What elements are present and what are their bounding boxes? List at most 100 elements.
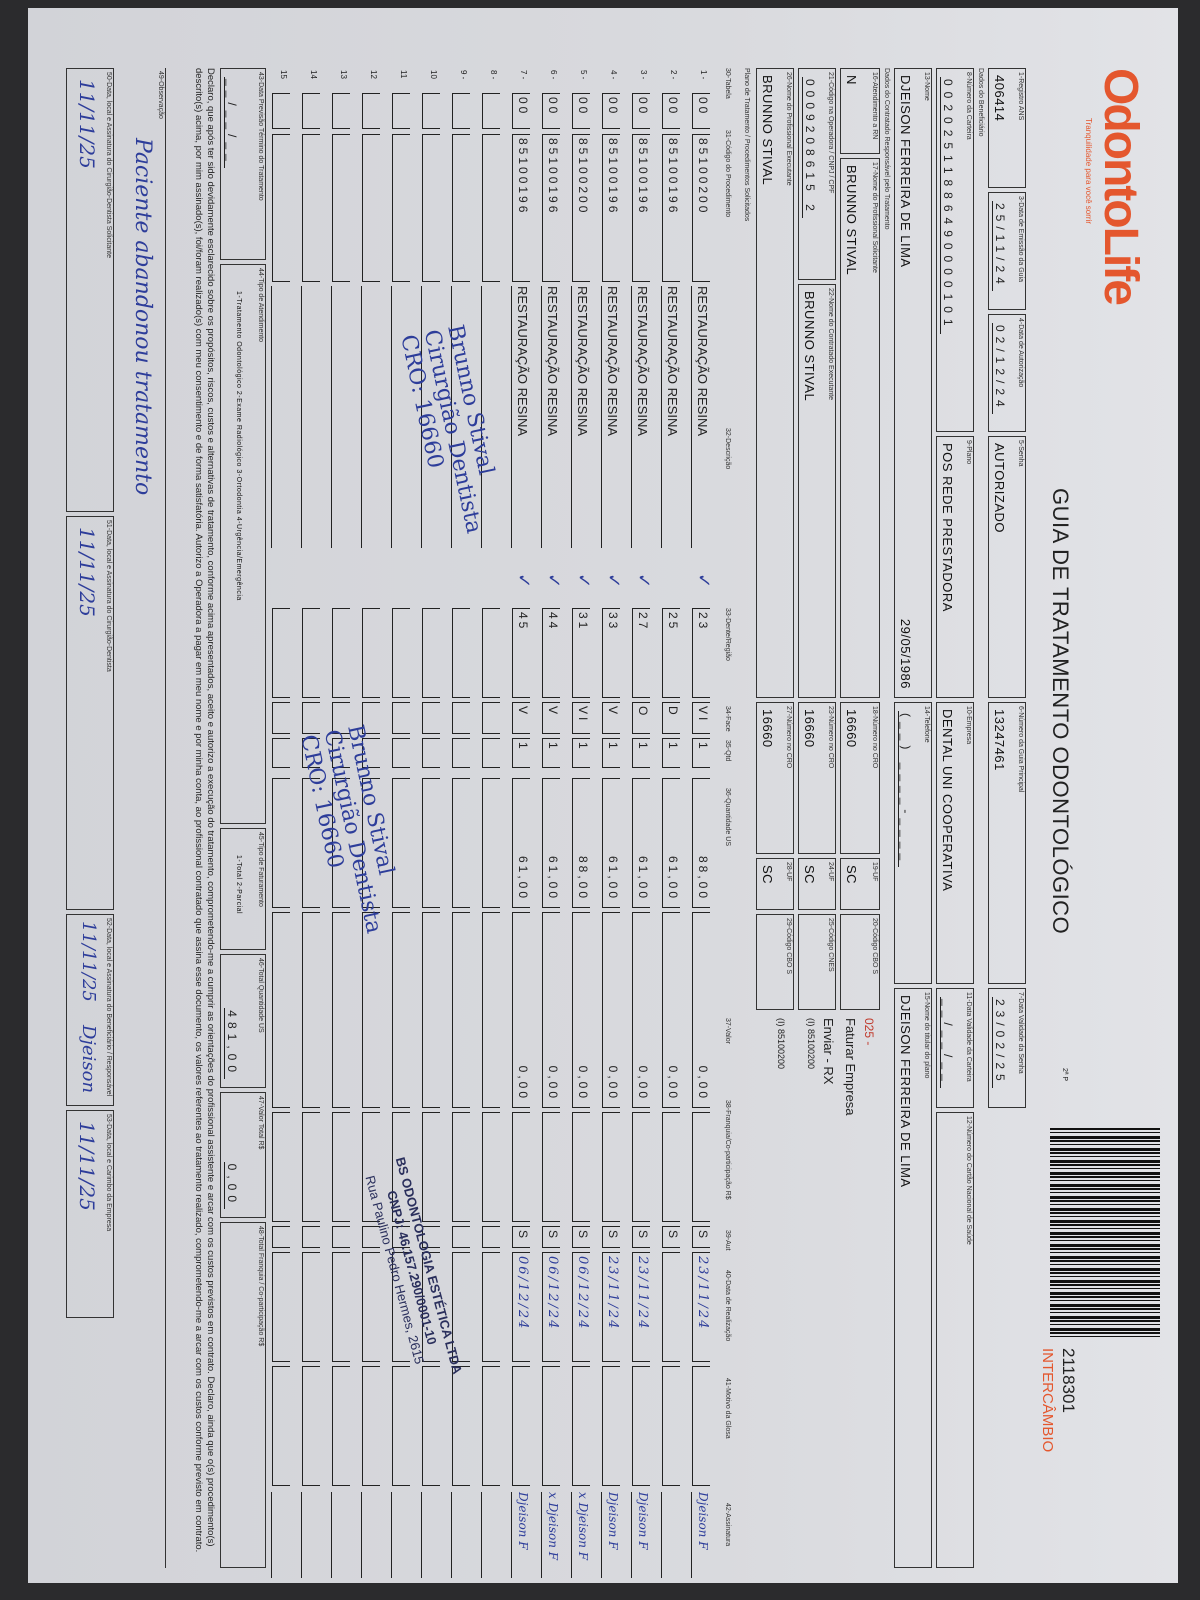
- column-header: 35-Qtd: [724, 740, 731, 762]
- field-total-franquia: 48-Total Franquia / Co-participação R$: [220, 1222, 266, 1568]
- cell-tooth: [422, 608, 440, 698]
- dental-treatment-guide-form: OdontoLife Tranquilidade para você sorri…: [28, 8, 1178, 1583]
- cell-us: 61,00: [542, 778, 560, 908]
- cell-date: [482, 1252, 500, 1362]
- cell-tabela: [272, 93, 290, 129]
- cell-face: V: [542, 702, 560, 734]
- cell-date: [332, 1252, 350, 1362]
- cell-franquia: [302, 1112, 320, 1222]
- row-number: 14: [309, 70, 318, 79]
- cell-qty: 1: [512, 738, 530, 768]
- cell-tabela: [362, 93, 380, 129]
- field-cro-solicitante: 18-Número no CRO 16660: [840, 702, 880, 854]
- cell-us: [272, 778, 290, 908]
- cell-tabela: 00: [662, 93, 680, 129]
- cell-date: [302, 1252, 320, 1362]
- cell-tabela: 00: [692, 93, 710, 129]
- column-header: 31-Código do Procedimento: [724, 130, 731, 218]
- cell-tooth: 25: [662, 608, 680, 698]
- field-senha: 5-Senha AUTORIZADO: [988, 436, 1026, 698]
- column-header: 30-Tabela: [724, 68, 731, 99]
- field-cbo-solicitante: 20-Código CBO S: [840, 914, 880, 1010]
- cell-descricao: RESTAURAÇÃO RESINA: [631, 286, 650, 548]
- row-number: 4 -: [609, 70, 618, 80]
- cell-code: 85100196: [512, 134, 530, 282]
- cell-descricao: RESTAURAÇÃO RESINA: [661, 286, 680, 548]
- field-empresa: 10-Empresa DENTAL UNI COOPERATIVA: [936, 702, 974, 984]
- cell-descricao: RESTAURAÇÃO RESINA: [511, 286, 530, 548]
- cell-descricao: [301, 286, 320, 548]
- field-codigo-operadora: 21-Código na Operadora / CNPJ / CPF 00092…: [798, 68, 836, 280]
- cell-valor: [452, 912, 470, 1108]
- cell-qty: 1: [602, 738, 620, 768]
- cell-assinatura: [391, 1492, 410, 1578]
- section-contratado: Dados do Contratado Responsável pelo Tra…: [883, 68, 890, 230]
- field-total-us: 46-Total Quantidade US 481,00: [220, 954, 266, 1088]
- cell-tooth: [332, 608, 350, 698]
- field-tipo-faturamento: 45-Tipo de Faturamento 1-Total 2-Parcial: [220, 828, 266, 950]
- cell-assinatura: Djeison F: [601, 1492, 620, 1578]
- cell-tabela: [302, 93, 320, 129]
- cell-assinatura: Djeison F: [691, 1492, 710, 1578]
- cell-face: [392, 702, 410, 734]
- column-header: 38-Franquia/Co-participação R$: [724, 1100, 731, 1200]
- cell-face: VI: [692, 702, 710, 734]
- table-row: 6 - 00 85100196 44 V 1 61,00 0,00 S 06/12/24 RESTA…: [536, 8, 566, 1583]
- row-number: 12: [369, 70, 378, 79]
- cell-tooth: [272, 608, 290, 698]
- cell-us: 88,00: [692, 778, 710, 908]
- column-header: 33-Dente/Região: [724, 608, 731, 661]
- cell-valor: 0,00: [542, 912, 560, 1108]
- cell-aut: [482, 1226, 500, 1248]
- row-number: 13: [339, 70, 348, 79]
- cell-valor: [302, 912, 320, 1108]
- cell-motivo: [692, 1366, 710, 1486]
- column-header: 36-Quantidade US: [724, 788, 731, 846]
- row-number: 9 -: [459, 70, 468, 80]
- cell-motivo: [302, 1366, 320, 1486]
- odontolife-logo: OdontoLife Tranquilidade para você sorri…: [1084, 68, 1147, 304]
- cell-descricao: [271, 286, 290, 548]
- cell-assinatura: [421, 1492, 440, 1578]
- field-cro-contratado: 23-Número no CRO 16660: [798, 702, 836, 854]
- cell-aut: [302, 1226, 320, 1248]
- cell-descricao: [361, 286, 380, 548]
- field-previsao-termino: 43-Data Previsão Término do Tratamento __…: [220, 68, 266, 260]
- table-row: 3 - 00 85100196 27 O 1 61,00 0,00 S 23/11/24 RESTA…: [626, 8, 656, 1583]
- signature-empresa: 53-Data, local e Carimbo da Empresa 11/11…: [66, 1110, 114, 1318]
- cell-tabela: [452, 93, 470, 129]
- cell-descricao: RESTAURAÇÃO RESINA: [541, 286, 560, 548]
- cell-face: D: [662, 702, 680, 734]
- cell-valor: 0,00: [662, 912, 680, 1108]
- cell-valor: 0,00: [602, 912, 620, 1108]
- check-mark: ✓: [513, 573, 534, 589]
- field-uf-contratado: 24-UF SC: [798, 858, 836, 910]
- cell-code: [332, 134, 350, 282]
- cell-us: 61,00: [512, 778, 530, 908]
- cell-code: [452, 134, 470, 282]
- cell-franquia: [572, 1112, 590, 1222]
- cell-motivo: [512, 1366, 530, 1486]
- cell-tooth: [302, 608, 320, 698]
- cell-qty: 1: [662, 738, 680, 768]
- column-header: 37-Valor: [724, 1018, 731, 1044]
- cell-motivo: [542, 1366, 560, 1486]
- cell-date: 23/11/24: [632, 1252, 650, 1362]
- cell-tooth: 31: [572, 608, 590, 698]
- row-number: 8 -: [489, 70, 498, 80]
- row-number: 15: [279, 70, 288, 79]
- cell-code: 85100200: [692, 134, 710, 282]
- cell-tabela: [332, 93, 350, 129]
- form-title: GUIA DE TRATAMENTO ODONTOLÓGICO: [1048, 488, 1073, 935]
- observation-handwriting: Paciente abandonou tratamento: [130, 138, 155, 496]
- field-atendimento-rn: 16-Atendimento a RN N: [840, 68, 880, 154]
- cell-tabela: 00: [632, 93, 650, 129]
- cell-code: [422, 134, 440, 282]
- row-number: 10: [429, 70, 438, 79]
- cell-valor: 0,00: [512, 912, 530, 1108]
- field-numero-carteira: 8-Número da Carteira 00202511886490000101: [936, 68, 974, 432]
- cell-qty: [452, 738, 470, 768]
- table-row: 2 - 00 85100196 25 D 1 61,00 0,00 S RESTAURAÇÃO R…: [656, 8, 686, 1583]
- cell-descricao: RESTAURAÇÃO RESINA: [571, 286, 590, 548]
- row-number: 6 -: [549, 70, 558, 80]
